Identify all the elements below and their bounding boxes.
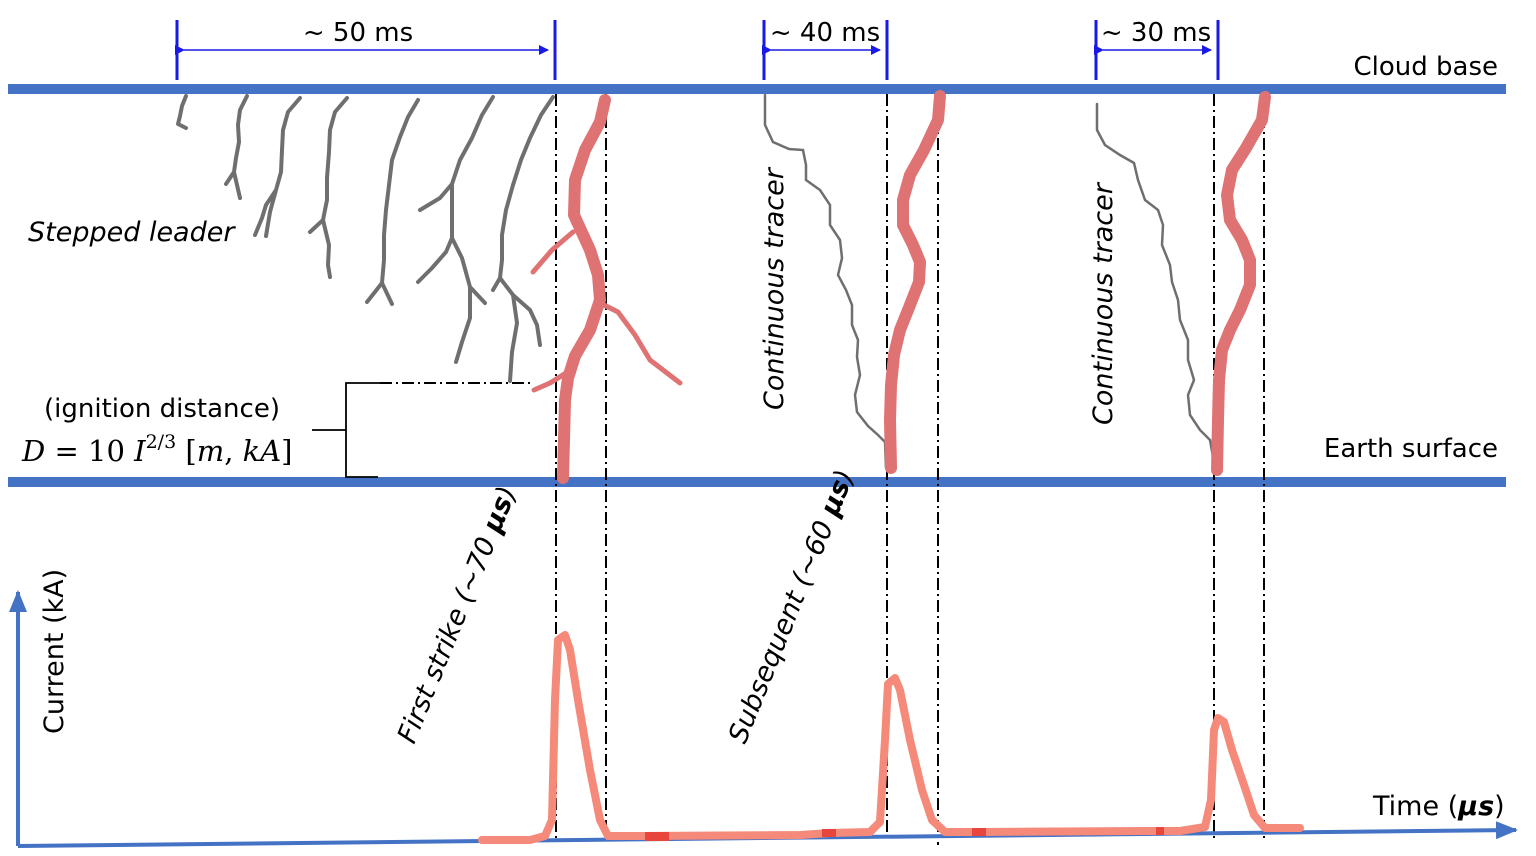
continuous-tracer-label: Continuous tracer <box>759 166 790 410</box>
interval-label: ~ 30 ms <box>1101 18 1211 48</box>
continuous-tracer-path <box>763 93 888 470</box>
return-stroke-1 <box>530 94 683 484</box>
stepped-leader <box>176 94 555 383</box>
interval-40ms: ~ 40 ms <box>762 18 889 80</box>
first-strike-label: First strike (~70 μs) <box>392 482 523 748</box>
continuous-tracer-path <box>1095 102 1218 476</box>
return-stroke-3 <box>1211 91 1271 476</box>
subsequent-label: Subsequent (~60 μs) <box>723 465 861 747</box>
interval-30ms: ~ 30 ms <box>1094 18 1220 80</box>
earth-surface-label: Earth surface <box>1324 434 1498 464</box>
cloud-base-label: Cloud base <box>1353 52 1498 82</box>
interval-label: ~ 40 ms <box>770 18 880 48</box>
time-axis-label: Time (μs) <box>1372 791 1505 822</box>
cloud-base-line <box>8 84 1506 94</box>
stepped-leader-label: Stepped leader <box>28 217 236 248</box>
continuous-tracer-label: Continuous tracer <box>1088 181 1119 425</box>
ignition-bracket <box>312 382 380 478</box>
interval-label: ~ 50 ms <box>303 18 413 48</box>
interval-50ms: ~ 50 ms <box>175 18 557 80</box>
return-stroke-2 <box>884 90 946 474</box>
time-guide-lines <box>380 94 1265 845</box>
earth-surface-line <box>8 477 1506 487</box>
ignition-distance-label: (ignition distance) <box>44 394 280 424</box>
current-waveform <box>478 631 1304 844</box>
current-axis-label: Current (kA) <box>39 569 70 734</box>
ignition-formula: D = 10 I2/3 [m, kA] <box>21 431 293 468</box>
current-waveform-markers <box>645 827 1164 841</box>
